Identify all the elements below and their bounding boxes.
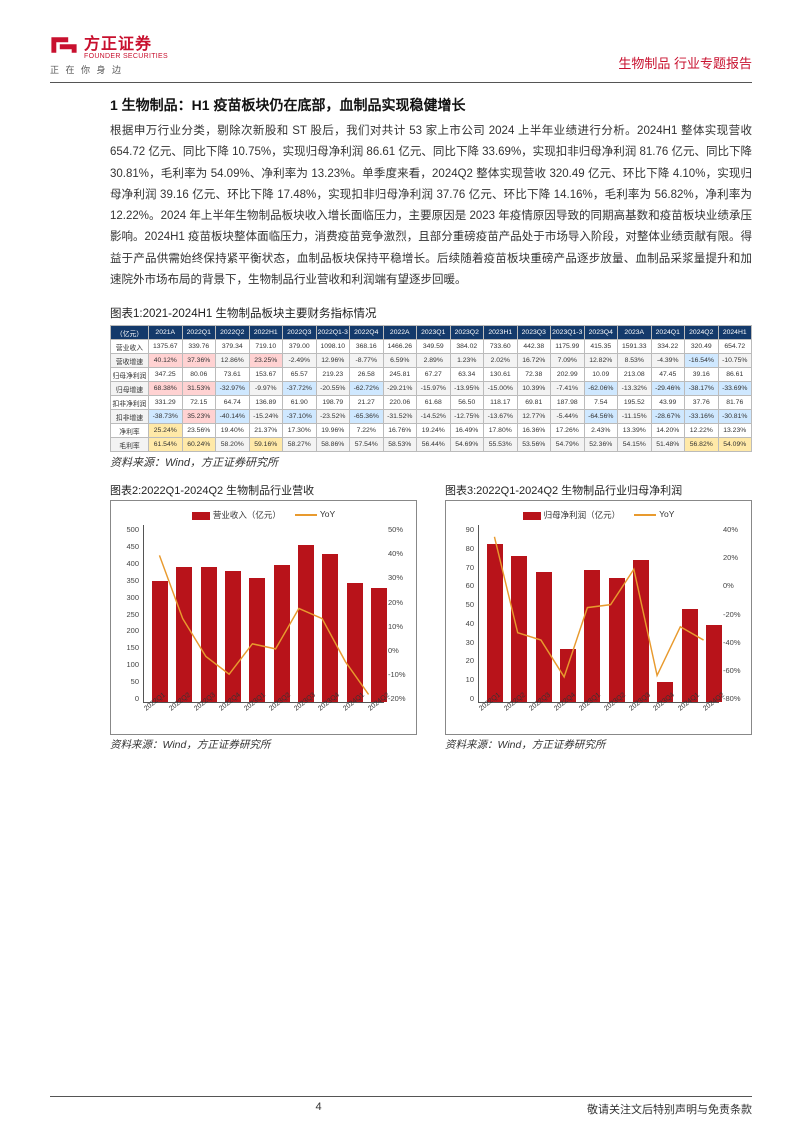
chart3-panel: 图表3:2022Q1-2024Q2 生物制品行业归母净利润 归母净利润（亿元）Y… [445, 480, 752, 752]
body-paragraph: 根据申万行业分类，剔除次新股和 ST 股后，我们对共计 53 家上市公司 202… [110, 121, 752, 291]
chart3-box: 归母净利润（亿元）YoY908070605040302010040%20%0%-… [445, 500, 752, 735]
report-type: 生物制品 行业专题报告 [618, 53, 752, 76]
logo-block: 方正证券 FOUNDER SECURITIES 正 在 你 身 边 [50, 30, 168, 76]
section-title: 1 生物制品：H1 疫苗板块仍在底部，血制品实现稳健增长 [110, 95, 752, 115]
table1-wrap: （亿元）2021A2022Q12022Q22022H12022Q32022Q1-… [110, 325, 752, 452]
chart3-source: 资料来源：Wind，方正证券研究所 [445, 737, 752, 752]
page-footer: 4 敬请关注文后特别声明与免责条款 [50, 1096, 752, 1117]
page-number: 4 [299, 1101, 339, 1117]
page-header: 方正证券 FOUNDER SECURITIES 正 在 你 身 边 生物制品 行… [50, 30, 752, 83]
brand-cn: 方正证券 [84, 30, 168, 54]
chart3-caption: 图表3:2022Q1-2024Q2 生物制品行业归母净利润 [445, 482, 752, 498]
founder-logo-icon [50, 34, 78, 56]
chart2-source: 资料来源：Wind，方正证券研究所 [110, 737, 417, 752]
chart2-panel: 图表2:2022Q1-2024Q2 生物制品行业营收 营业收入（亿元）YoY50… [110, 480, 417, 752]
tagline: 正 在 你 身 边 [50, 63, 168, 76]
brand-en: FOUNDER SECURITIES [84, 53, 168, 60]
financial-table: （亿元）2021A2022Q12022Q22022H12022Q32022Q1-… [110, 325, 752, 452]
table1-source: 资料来源：Wind，方正证券研究所 [110, 454, 752, 470]
table1-caption: 图表1:2021-2024H1 生物制品板块主要财务指标情况 [110, 305, 752, 321]
chart2-caption: 图表2:2022Q1-2024Q2 生物制品行业营收 [110, 482, 417, 498]
chart2-box: 营业收入（亿元）YoY50045040035030025020015010050… [110, 500, 417, 735]
footer-disclaimer: 敬请关注文后特别声明与免责条款 [587, 1101, 752, 1117]
